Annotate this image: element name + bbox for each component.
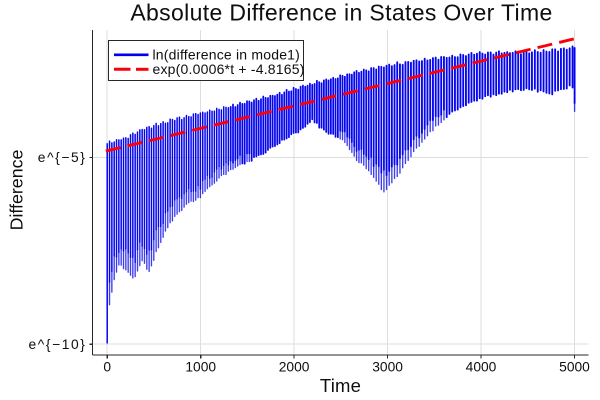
svg-text:5000: 5000 bbox=[559, 360, 590, 375]
svg-text:1000: 1000 bbox=[185, 360, 216, 375]
svg-text:0: 0 bbox=[103, 360, 111, 375]
svg-text:2000: 2000 bbox=[279, 360, 310, 375]
svg-text:e^{−10}: e^{−10} bbox=[29, 337, 87, 352]
svg-text:ln(difference in mode1): ln(difference in mode1) bbox=[153, 46, 301, 62]
svg-text:exp(0.0006*t + -4.8165): exp(0.0006*t + -4.8165) bbox=[153, 61, 305, 77]
svg-text:4000: 4000 bbox=[466, 360, 497, 375]
svg-text:Difference: Difference bbox=[7, 150, 27, 231]
svg-text:e^{−5}: e^{−5} bbox=[38, 150, 87, 165]
svg-text:Time: Time bbox=[320, 375, 361, 396]
svg-text:3000: 3000 bbox=[372, 360, 403, 375]
svg-text:Absolute Difference in States: Absolute Difference in States Over Time bbox=[130, 0, 552, 26]
